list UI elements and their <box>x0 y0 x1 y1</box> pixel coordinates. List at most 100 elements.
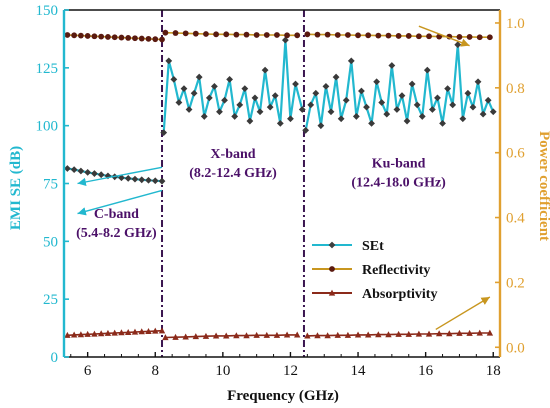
annotation-arrow-3 <box>435 296 491 331</box>
reflectivity-point <box>375 32 382 39</box>
reflectivity-point <box>111 34 118 41</box>
set-point <box>307 101 315 109</box>
set-point <box>454 41 462 49</box>
set-point <box>175 99 183 106</box>
legend-swatch-marker <box>328 289 336 296</box>
y-right-tick-label: 0.6 <box>506 146 525 162</box>
absorptivity-point <box>476 329 483 336</box>
set-point <box>449 101 457 109</box>
reflectivity-point <box>98 33 105 40</box>
set-point <box>469 103 477 111</box>
band-label-2: Ku-band <box>372 156 426 171</box>
legend-label: Reflectivity <box>362 263 430 278</box>
set-point <box>151 177 159 185</box>
absorptivity-point <box>375 331 382 338</box>
set-point <box>138 176 146 184</box>
set-point <box>429 106 436 113</box>
reflectivity-point <box>172 30 179 36</box>
reflectivity-point <box>203 31 209 37</box>
absorptivity-point <box>415 330 423 337</box>
y-right-tick-label: 0.4 <box>506 211 525 227</box>
set-point <box>131 175 139 183</box>
x-tick-label: 10 <box>215 363 230 379</box>
reflectivity-point <box>233 31 240 38</box>
absorptivity-point <box>64 331 71 338</box>
set-point <box>322 82 330 90</box>
absorptivity-point <box>364 331 372 338</box>
set-point <box>271 92 279 99</box>
legend-swatch-marker <box>328 241 336 249</box>
set-point <box>479 110 487 118</box>
set-point <box>190 89 198 97</box>
band-range-2: (12.4-18.0 GHz) <box>351 175 446 190</box>
absorptivity-point <box>344 331 352 338</box>
set-point <box>302 126 310 134</box>
set-point <box>246 117 254 125</box>
absorptivity-point <box>111 329 118 336</box>
absorptivity-point <box>192 333 200 340</box>
reflectivity-point <box>145 35 152 42</box>
set-point <box>170 76 178 83</box>
reflectivity-point <box>64 32 71 38</box>
set-point <box>398 92 406 99</box>
absorptivity-point <box>182 333 189 340</box>
set-point <box>84 168 92 176</box>
reflectivity-point <box>118 34 125 41</box>
reflectivity-point <box>274 32 280 38</box>
set-point <box>373 78 381 86</box>
reflectivity-point <box>71 32 78 39</box>
absorptivity-point <box>466 329 473 336</box>
set-point <box>378 99 386 106</box>
x-tick-label: 16 <box>418 363 434 379</box>
set-point <box>160 129 168 137</box>
set-point <box>231 113 239 120</box>
absorptivity-point <box>486 329 494 336</box>
reflectivity-point <box>159 36 165 43</box>
annotation-arrows <box>77 25 491 331</box>
y-left-tick-label: 0 <box>51 350 59 366</box>
absorptivity-point <box>273 331 281 338</box>
absorptivity-point <box>294 331 301 338</box>
set-point <box>256 108 264 116</box>
reflectivity-point <box>138 35 145 42</box>
absorptivity-point <box>104 329 112 336</box>
absorptivity-point <box>91 330 98 337</box>
set-point <box>104 172 112 180</box>
set-point <box>251 94 259 102</box>
set-point <box>484 96 492 104</box>
absorptivity-point <box>131 328 139 335</box>
legend-label: SEt <box>362 239 384 254</box>
set-point <box>77 167 85 175</box>
x-tick-label: 8 <box>152 363 160 379</box>
set-point <box>221 96 228 104</box>
series-set <box>63 36 497 185</box>
x-axis-label: Frequency (GHz) <box>227 388 339 404</box>
reflectivity-point <box>152 36 159 43</box>
axes <box>62 9 502 358</box>
absorptivity-point <box>456 329 463 336</box>
set-point <box>211 82 218 90</box>
set-point <box>464 89 472 97</box>
annotation-arrow-2 <box>418 25 470 47</box>
set-point <box>368 119 375 127</box>
reflectivity-point <box>405 33 412 39</box>
absorptivity-point <box>324 332 331 339</box>
reflectivity-point <box>243 31 250 38</box>
absorptivity-point <box>138 328 145 335</box>
set-point <box>118 174 125 182</box>
series-absorptivity <box>64 327 494 341</box>
set-point <box>292 80 299 88</box>
set-point <box>91 170 98 177</box>
absorptivity-point <box>233 332 240 339</box>
set-point <box>332 73 340 81</box>
reflectivity-point <box>365 32 372 39</box>
reflectivity-point <box>182 30 189 37</box>
reflectivity-point <box>345 32 351 38</box>
absorptivity-point <box>97 330 105 337</box>
legend-item-absorptivity: Absorptivity <box>312 287 437 302</box>
set-point <box>439 119 446 127</box>
set-point <box>327 108 335 116</box>
set-point <box>347 57 355 65</box>
reflectivity-point <box>263 32 270 38</box>
set-point <box>158 177 166 185</box>
